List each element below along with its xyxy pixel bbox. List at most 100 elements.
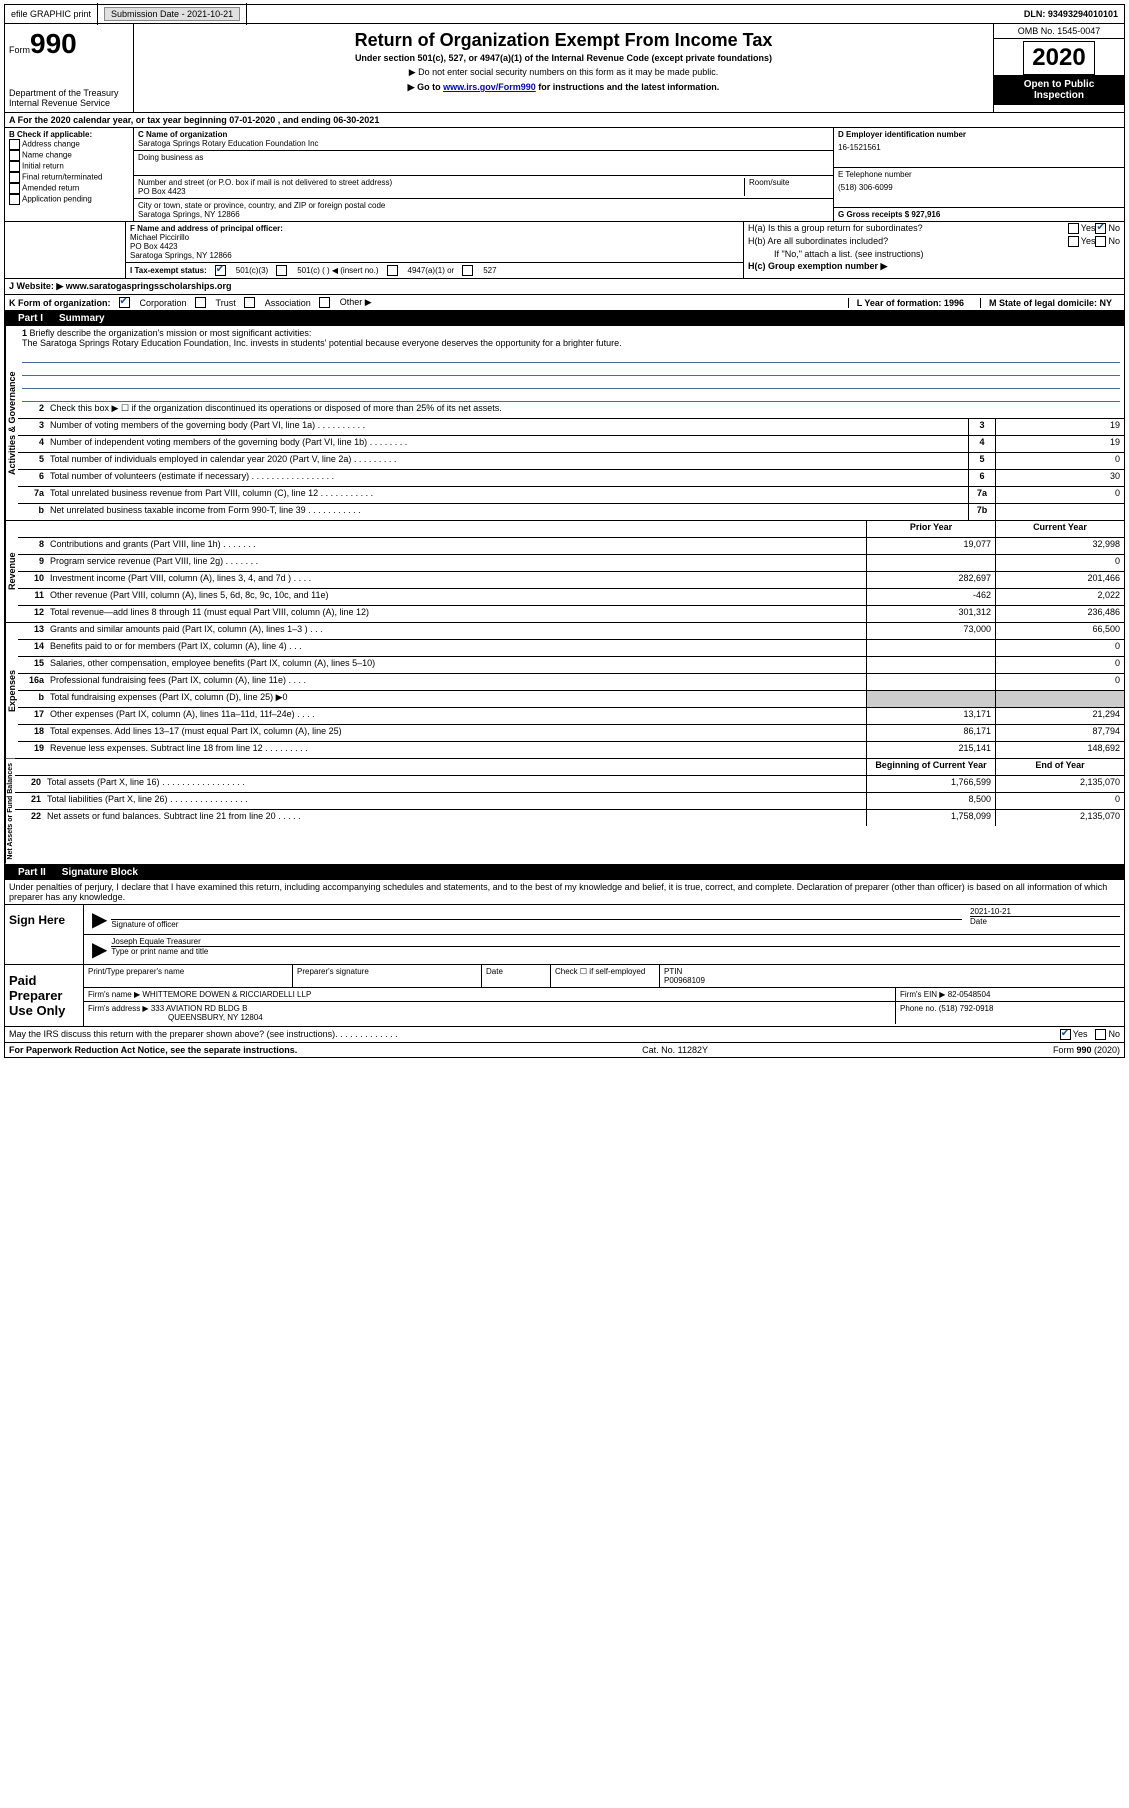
officer-addr2: Saratoga Springs, NY 12866 xyxy=(130,251,739,260)
l2: Check this box ▶ ☐ if the organization d… xyxy=(48,402,1124,418)
footer-left: For Paperwork Reduction Act Notice, see … xyxy=(9,1045,297,1055)
l12: Total revenue—add lines 8 through 11 (mu… xyxy=(48,606,866,622)
firm-name-label: Firm's name ▶ xyxy=(88,990,140,999)
c10: 201,466 xyxy=(995,572,1124,588)
p14 xyxy=(866,640,995,656)
website: J Website: ▶ www.saratogaspringsscholars… xyxy=(9,281,231,292)
cb-discuss-no[interactable] xyxy=(1095,1029,1106,1040)
cb-address-change[interactable] xyxy=(9,139,20,150)
cb-initial-return[interactable] xyxy=(9,161,20,172)
cb-final-return[interactable] xyxy=(9,172,20,183)
l7a: Total unrelated business revenue from Pa… xyxy=(48,487,968,503)
current-year-header: Current Year xyxy=(995,521,1124,537)
sign-here-label: Sign Here xyxy=(5,905,84,964)
v7a: 0 xyxy=(995,487,1124,503)
cb-501c3[interactable] xyxy=(215,265,226,276)
cb-trust[interactable] xyxy=(195,297,206,308)
l18: Total expenses. Add lines 13–17 (must eq… xyxy=(48,725,866,741)
c11: 2,022 xyxy=(995,589,1124,605)
cb-501c[interactable] xyxy=(276,265,287,276)
revenue-section: Revenue Prior YearCurrent Year 8Contribu… xyxy=(4,521,1125,623)
l16b: Total fundraising expenses (Part IX, col… xyxy=(48,691,866,707)
l9: Program service revenue (Part VIII, line… xyxy=(48,555,866,571)
page-footer: For Paperwork Reduction Act Notice, see … xyxy=(4,1043,1125,1058)
l14: Benefits paid to or for members (Part IX… xyxy=(48,640,866,656)
prep-name-label: Print/Type preparer's name xyxy=(84,965,293,987)
title-sub3: ▶ Go to www.irs.gov/Form990 for instruct… xyxy=(138,82,989,93)
cb-assoc[interactable] xyxy=(244,297,255,308)
cb-ha-no[interactable] xyxy=(1095,223,1106,234)
omb-number: OMB No. 1545-0047 xyxy=(994,24,1124,39)
form-header: Form990 Department of the Treasury Inter… xyxy=(4,24,1125,113)
end-header: End of Year xyxy=(995,759,1124,775)
row-i-label: I Tax-exempt status: xyxy=(130,266,207,275)
l19: Revenue less expenses. Subtract line 18 … xyxy=(48,742,866,758)
mission-text: The Saratoga Springs Rotary Education Fo… xyxy=(22,338,622,348)
submission-date: Submission Date - 2021-10-21 xyxy=(98,3,247,25)
top-bar: efile GRAPHIC print Submission Date - 20… xyxy=(4,4,1125,24)
cb-discuss-yes[interactable] xyxy=(1060,1029,1071,1040)
part2-num: Part II xyxy=(10,867,54,878)
hb-label: H(b) Are all subordinates included? xyxy=(748,236,1068,247)
l22: Net assets or fund balances. Subtract li… xyxy=(45,810,866,826)
expenses-section: Expenses 13Grants and similar amounts pa… xyxy=(4,623,1125,759)
cb-corp[interactable] xyxy=(119,297,130,308)
cb-4947[interactable] xyxy=(387,265,398,276)
cb-hb-yes[interactable] xyxy=(1068,236,1079,247)
activities-governance: Activities & Governance 1 Briefly descri… xyxy=(4,326,1125,521)
l13: Grants and similar amounts paid (Part IX… xyxy=(48,623,866,639)
title-sub1: Under section 501(c), 527, or 4947(a)(1)… xyxy=(138,53,989,63)
c21: 0 xyxy=(995,793,1124,809)
tax-year: 2020 xyxy=(1023,41,1094,75)
efile-label: efile GRAPHIC print xyxy=(5,3,98,25)
form-label: Form xyxy=(9,45,30,55)
part1-header: Part I Summary xyxy=(4,311,1125,326)
mission-line1 xyxy=(22,350,1120,363)
c20: 2,135,070 xyxy=(995,776,1124,792)
discuss-row: May the IRS discuss this return with the… xyxy=(4,1027,1125,1043)
declaration: Under penalties of perjury, I declare th… xyxy=(4,880,1125,905)
irs-link[interactable]: www.irs.gov/Form990 xyxy=(443,82,536,92)
c22: 2,135,070 xyxy=(995,810,1124,826)
cb-527[interactable] xyxy=(462,265,473,276)
c15: 0 xyxy=(995,657,1124,673)
l21: Total liabilities (Part X, line 26) . . … xyxy=(45,793,866,809)
l6: Total number of volunteers (estimate if … xyxy=(48,470,968,486)
p10: 282,697 xyxy=(866,572,995,588)
cb-other[interactable] xyxy=(319,297,330,308)
addr-label: Number and street (or P.O. box if mail i… xyxy=(138,178,744,187)
gross-receipts: G Gross receipts $ 927,916 xyxy=(834,208,1124,221)
l4: Number of independent voting members of … xyxy=(48,436,968,452)
cb-pending[interactable] xyxy=(9,194,20,205)
p15 xyxy=(866,657,995,673)
begin-header: Beginning of Current Year xyxy=(866,759,995,775)
row-fh: F Name and address of principal officer:… xyxy=(4,222,1125,279)
cb-ha-yes[interactable] xyxy=(1068,223,1079,234)
mission-line2 xyxy=(22,363,1120,376)
col-b-label: B Check if applicable: xyxy=(9,130,129,139)
submission-button[interactable]: Submission Date - 2021-10-21 xyxy=(104,7,240,21)
prep-phone-label: Phone no. xyxy=(900,1004,936,1013)
mission-line3 xyxy=(22,376,1120,389)
sign-section: Sign Here ▶ Signature of officer 2021-10… xyxy=(4,905,1125,965)
part2-header: Part II Signature Block xyxy=(4,865,1125,880)
cb-name-change[interactable] xyxy=(9,150,20,161)
l10: Investment income (Part VIII, column (A)… xyxy=(48,572,866,588)
l8: Contributions and grants (Part VIII, lin… xyxy=(48,538,866,554)
dba-label: Doing business as xyxy=(138,153,829,162)
firm-addr1: 333 AVIATION RD BLDG B xyxy=(151,1004,248,1013)
cb-amended[interactable] xyxy=(9,183,20,194)
row-a: A For the 2020 calendar year, or tax yea… xyxy=(4,113,1125,128)
ptin: P00968109 xyxy=(664,976,705,985)
c9: 0 xyxy=(995,555,1124,571)
ha-label: H(a) Is this a group return for subordin… xyxy=(748,223,1068,234)
prep-phone: (518) 792-0918 xyxy=(939,1004,994,1013)
p18: 86,171 xyxy=(866,725,995,741)
p17: 13,171 xyxy=(866,708,995,724)
cb-hb-no[interactable] xyxy=(1095,236,1106,247)
l7b: Net unrelated business taxable income fr… xyxy=(48,504,968,520)
sign-date: 2021-10-21 xyxy=(970,907,1120,916)
row-k: K Form of organization: Corporation Trus… xyxy=(4,295,1125,311)
phone: (518) 306-6099 xyxy=(838,183,1120,192)
v6: 30 xyxy=(995,470,1124,486)
